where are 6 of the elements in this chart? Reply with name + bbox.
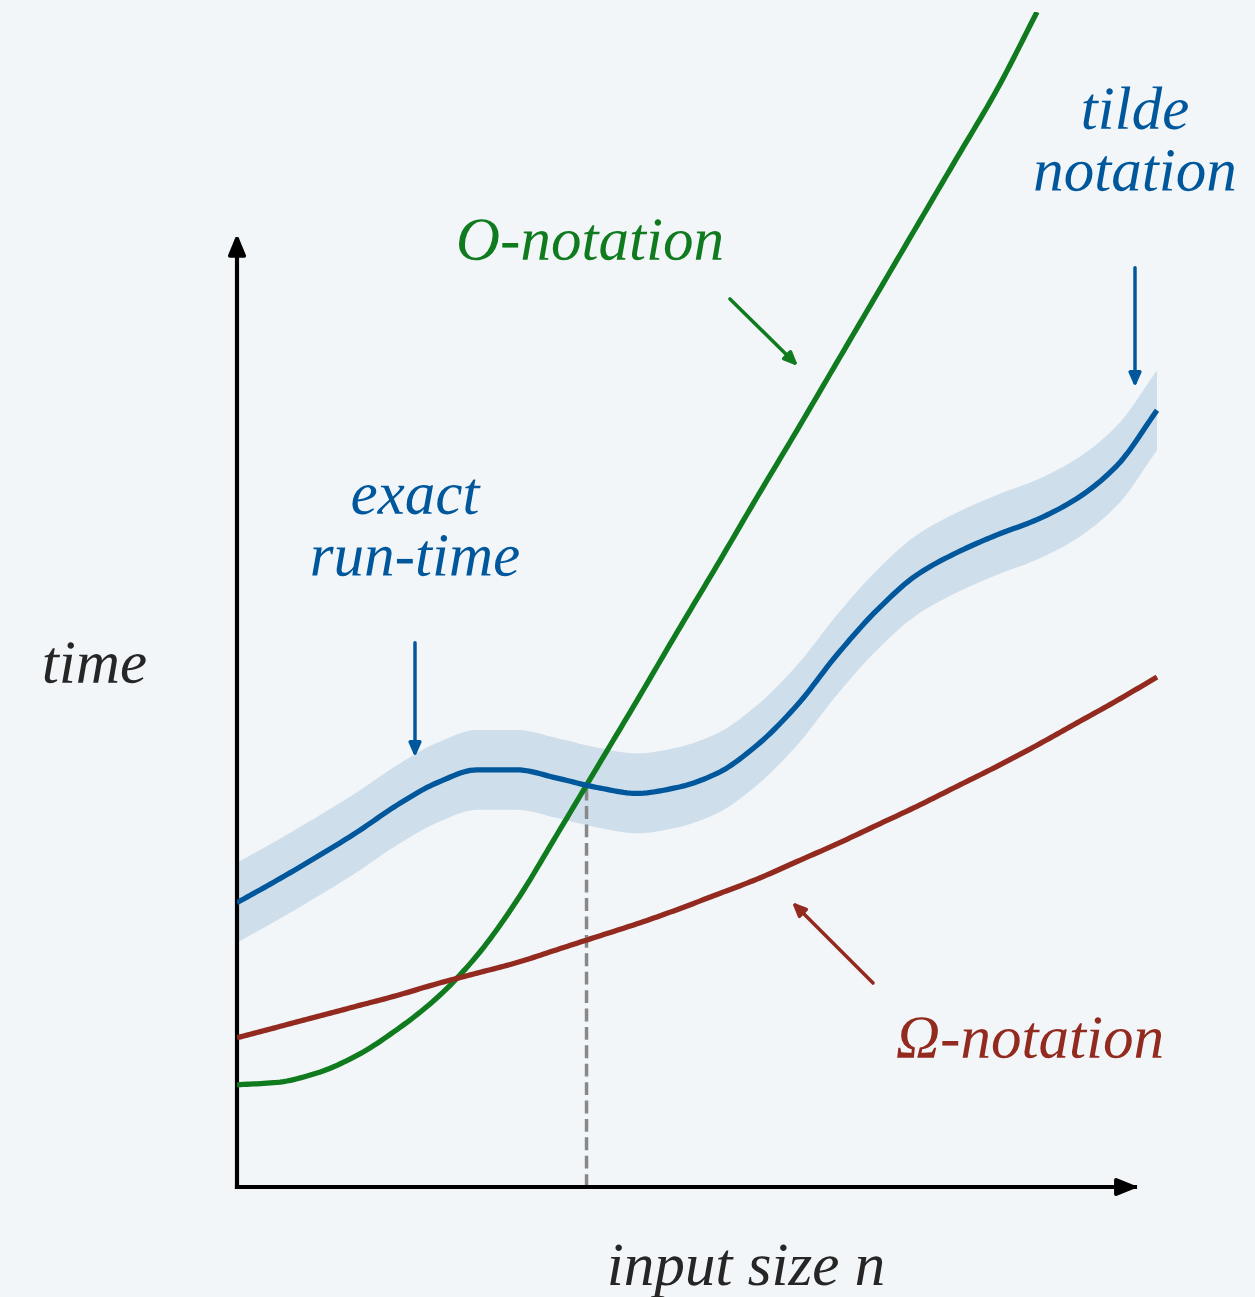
- annotation: O-notation: [458, 219, 722, 261]
- annotation: tilde notation: [1035, 86, 1235, 192]
- annotation: exact run-time: [312, 479, 519, 577]
- annotation: Ω-notation: [897, 1017, 1162, 1059]
- x-axis-title: input size n: [610, 1244, 883, 1297]
- y-axis-title: time: [44, 642, 146, 684]
